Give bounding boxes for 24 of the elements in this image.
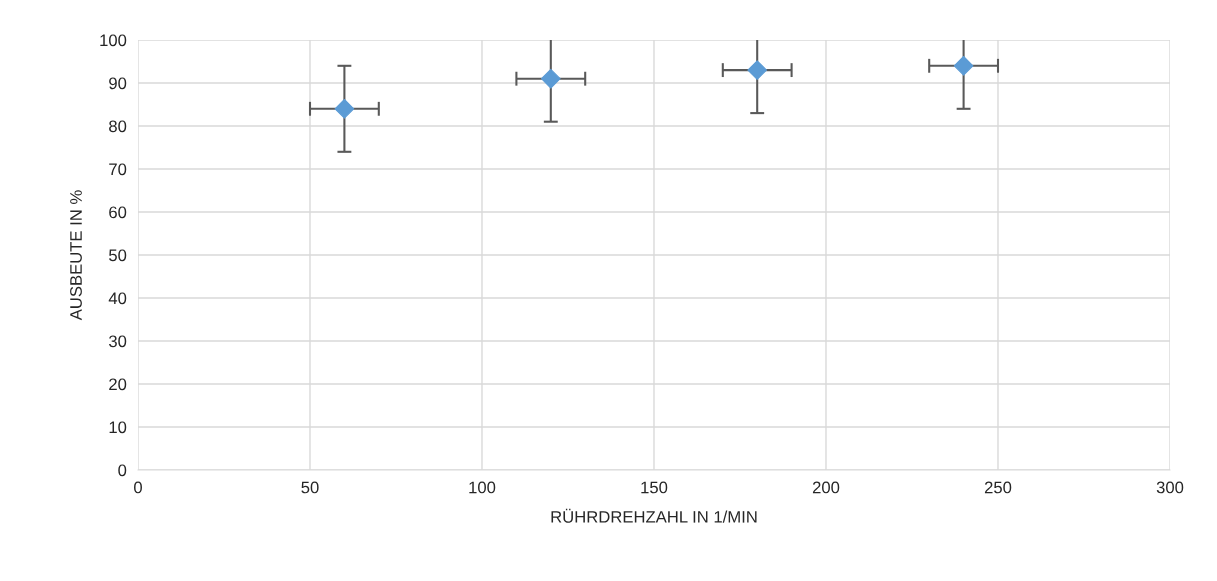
y-tick-label: 90 [109,77,127,90]
x-tick-label: 50 [301,481,319,494]
x-axis-title: RÜHRDREHZAHL IN 1/MIN [551,508,757,523]
x-tick-label: 0 [134,481,142,494]
x-tick-label: 200 [812,481,840,494]
y-tick-label: 20 [109,378,127,391]
y-tick-label: 50 [109,249,127,262]
y-tick-label: 40 [108,292,127,305]
point [747,60,768,80]
y-tick-label: 60 [109,206,127,219]
y-tick-label: 10 [109,421,127,434]
x-tick-label: 300 [1156,481,1184,494]
y-tick-label: 70 [109,163,127,176]
x-tick-label: 100 [469,481,496,494]
x-tick-label: 150 [641,481,668,494]
point [334,98,355,119]
y-tick-label: 80 [109,120,127,133]
y-tick-label: 0 [118,464,127,477]
y-tick-label: 100 [100,34,127,47]
point [953,55,974,76]
y-axis-title: AUSBEUTE IN % [70,190,82,321]
point [540,68,561,89]
y-tick-label: 30 [108,335,127,348]
x-tick-label: 250 [984,481,1012,494]
